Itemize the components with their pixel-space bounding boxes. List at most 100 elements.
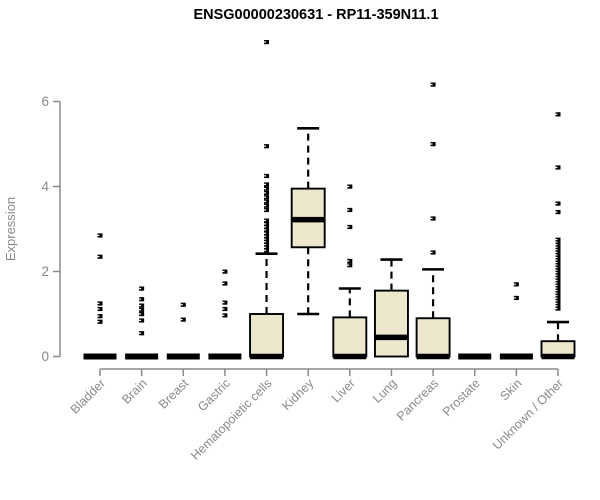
outlier-point — [264, 182, 270, 187]
y-tick-label: 0 — [41, 349, 49, 364]
outlier-point — [555, 237, 561, 242]
outlier-point — [513, 295, 519, 301]
outlier-point-slit — [97, 256, 100, 258]
box — [332, 316, 368, 358]
outlier-point — [513, 282, 519, 287]
outlier-point-slit — [555, 290, 558, 292]
box-group-brain — [125, 286, 159, 360]
outlier-point — [555, 247, 561, 253]
box-group-liver — [332, 184, 368, 360]
outlier-point-slit — [555, 251, 558, 253]
x-tick-label: Hematopoietic cells — [188, 376, 275, 463]
outlier-point — [264, 186, 270, 191]
outlier-point-slit — [264, 196, 267, 198]
outlier-point — [97, 254, 103, 259]
outlier-point-slit — [264, 232, 267, 234]
outlier-point-slit — [97, 308, 100, 310]
outlier-point — [97, 314, 103, 319]
outlier-point — [222, 281, 228, 286]
outlier-point-slit — [555, 202, 558, 205]
outlier-point — [555, 288, 561, 293]
x-tick-label: Lung — [370, 376, 400, 406]
outlier-point — [264, 144, 270, 149]
outlier-point — [555, 286, 561, 291]
x-tick-label: Unknown / Other — [490, 376, 566, 452]
outlier-point — [264, 239, 270, 244]
outlier-point — [180, 317, 186, 322]
collapsed-box — [83, 353, 117, 360]
outlier-point — [264, 207, 270, 213]
outlier-point-slit — [139, 332, 142, 334]
outlier-point-slit — [555, 239, 558, 241]
outlier-point-slit — [555, 282, 558, 284]
outlier-point-slit — [347, 185, 350, 188]
outlier-point-slit — [555, 297, 558, 299]
outlier-point-slit — [264, 223, 267, 225]
outlier-point — [555, 293, 561, 298]
outlier-point — [555, 265, 561, 270]
outlier-point-slit — [555, 256, 558, 259]
box-group-prostate — [458, 353, 492, 360]
outlier-point-slit — [264, 226, 267, 228]
median-bar — [416, 353, 450, 360]
outlier-point-slit — [555, 292, 558, 294]
outlier-point — [97, 319, 103, 324]
outlier-point — [97, 301, 103, 306]
outlier-point — [555, 283, 561, 288]
outlier-point-slit — [180, 304, 183, 306]
outlier-point-slit — [555, 246, 558, 248]
outlier-point-slit — [430, 83, 433, 86]
outlier-point — [264, 40, 270, 45]
outlier-point-slit — [264, 200, 267, 202]
outlier-point — [555, 250, 561, 255]
outlier-point — [139, 312, 145, 317]
outlier-point-slit — [180, 318, 183, 321]
outlier-point — [264, 203, 270, 208]
outlier-point — [555, 245, 561, 250]
outlier-point-slit — [347, 209, 350, 211]
outlier-point-slit — [513, 283, 516, 285]
outlier-point-slit — [555, 254, 558, 256]
outlier-point-slit — [555, 166, 558, 168]
outlier-point-slit — [430, 217, 433, 219]
outlier-point — [347, 207, 353, 213]
outlier-point-slit — [264, 192, 267, 194]
outlier-point-slit — [264, 205, 267, 207]
outlier-point-slit — [555, 300, 558, 302]
outlier-point — [555, 291, 561, 296]
outlier-point — [555, 260, 561, 265]
outlier-point-slit — [222, 314, 225, 316]
outlier-point — [264, 248, 270, 253]
median-bar — [374, 334, 408, 341]
outlier-point — [555, 242, 561, 247]
outlier-point — [555, 240, 561, 245]
outlier-point-slit — [555, 211, 558, 213]
outlier-point — [264, 227, 270, 233]
collapsed-box — [499, 353, 533, 360]
chart-title: ENSG00000230631 - RP11-359N11.1 — [193, 7, 438, 23]
outlier-point — [264, 221, 270, 227]
outlier-point-slit — [264, 188, 267, 190]
outlier-point — [555, 298, 561, 304]
x-tick-label: Breast — [156, 376, 192, 412]
outlier-point-slit — [555, 274, 558, 276]
outlier-point-slit — [139, 313, 142, 315]
outlier-point-slit — [430, 251, 433, 253]
outlier-point — [555, 201, 561, 206]
outlier-point-slit — [222, 308, 225, 310]
outlier-point — [347, 258, 353, 264]
x-tick-label: Skin — [497, 376, 524, 403]
outlier-point — [97, 233, 103, 238]
box-group-pancreas — [415, 82, 451, 360]
outlier-point — [555, 273, 561, 278]
box-group-bladder — [83, 233, 117, 360]
outlier-point — [555, 303, 561, 309]
outlier-point — [555, 278, 561, 283]
outlier-point — [555, 263, 561, 268]
outlier-point-slit — [555, 249, 558, 251]
boxes — [83, 40, 576, 360]
x-tick-label: Prostate — [440, 376, 483, 419]
outlier-point — [347, 224, 353, 230]
outlier-point-slit — [264, 145, 267, 147]
